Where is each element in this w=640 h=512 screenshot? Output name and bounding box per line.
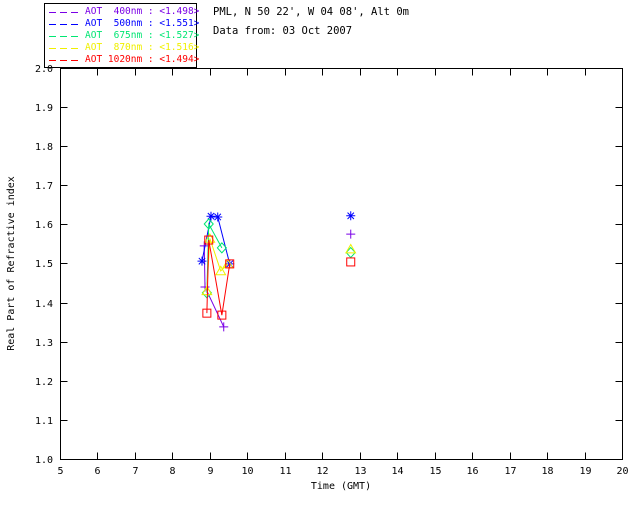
legend-entry-675nm: AOT 675nm : <1.527> [49, 30, 200, 42]
legend-entry-label: AOT 870nm : <1.516> [85, 42, 200, 53]
legend-line-sample-675nm [49, 35, 79, 37]
plot-frame [60, 68, 623, 460]
series-aot-1020nm [202, 235, 356, 320]
y-axis-title: Real Part of Refractive index [6, 176, 17, 351]
legend-line-sample-870nm [49, 47, 79, 49]
x-tick-label: 19 [579, 466, 591, 477]
x-tick-label: 9 [207, 466, 213, 477]
marker-plus [346, 229, 356, 239]
axes [60, 68, 623, 460]
marker-asterisk-diag [198, 257, 206, 265]
marker-diamond [203, 218, 214, 230]
marker-diamond [216, 242, 228, 254]
legend-entry-1020nm: AOT 1020nm : <1.494> [49, 54, 200, 66]
x-tick-label: 16 [466, 466, 478, 477]
y-tick-label: 1.3 [35, 338, 53, 349]
marker-square [217, 310, 227, 320]
marker-asterisk-diag [207, 212, 215, 220]
header-block: PML, N 50 22', W 04 08', Alt 0m Data fro… [213, 3, 409, 41]
y-tick-label: 1.0 [35, 455, 53, 466]
marker-triangle [345, 243, 357, 254]
x-tick-label: 10 [241, 466, 253, 477]
y-tick-label: 1.2 [35, 377, 53, 388]
legend-box: AOT 400nm : <1.498> AOT 500nm : <1.551> … [44, 3, 200, 68]
legend-entry-500nm: AOT 500nm : <1.551> [49, 18, 200, 30]
x-tick-labels: 5 6 7 8 9 10 11 12 13 14 15 16 17 18 19 20 [57, 466, 628, 477]
x-tick-label: 20 [616, 466, 628, 477]
marker-plus [219, 322, 229, 332]
legend-line-sample-1020nm [49, 59, 79, 61]
x-tick-label: 17 [504, 466, 516, 477]
x-tick-label: 5 [57, 466, 63, 477]
y-tick-label: 1.4 [35, 299, 53, 310]
marker-square [225, 259, 235, 269]
series-aot-675nm [201, 218, 356, 299]
marker-triangle [215, 265, 227, 276]
marker-square [204, 235, 214, 245]
y-tick-label: 1.6 [35, 220, 53, 231]
series-line-aot-1020nm [206, 239, 231, 316]
x-tick-label: 14 [391, 466, 403, 477]
y-tick-labels: 1.0 1.1 1.2 1.3 1.4 1.5 1.6 1.7 1.8 1.9 2.0 [35, 64, 53, 466]
marker-square [346, 257, 356, 267]
x-tick-label: 11 [279, 466, 291, 477]
legend-line-sample-500nm [49, 23, 79, 25]
x-tick-label: 18 [541, 466, 553, 477]
marker-square [202, 308, 212, 318]
legend-entry-label: AOT 500nm : <1.551> [85, 18, 200, 29]
x-tick-label: 8 [169, 466, 175, 477]
legend-line-sample-400nm [49, 11, 79, 13]
marker-asterisk-diag [214, 213, 222, 221]
x-tick-label: 6 [94, 466, 100, 477]
y-tick-label: 1.7 [35, 181, 53, 192]
legend-entry-400nm: AOT 400nm : <1.498> [49, 6, 200, 18]
x-tick-label: 15 [429, 466, 441, 477]
y-tick-label: 1.1 [35, 416, 53, 427]
y-tick-label: 1.9 [35, 103, 53, 114]
x-tick-label: 7 [132, 466, 138, 477]
station-info: PML, N 50 22', W 04 08', Alt 0m [213, 6, 409, 18]
marker-asterisk-diag [347, 212, 355, 220]
y-tick-label: 1.8 [35, 142, 53, 153]
legend-entry-label: AOT 675nm : <1.527> [85, 30, 200, 41]
legend-entry-label: AOT 1020nm : <1.494> [85, 54, 200, 65]
legend-entry-label: AOT 400nm : <1.498> [85, 6, 200, 17]
x-axis-title: Time (GMT) [311, 481, 371, 492]
x-tick-label: 13 [354, 466, 366, 477]
legend-entry-870nm: AOT 870nm : <1.516> [49, 42, 200, 54]
series-aot-500nm [197, 211, 356, 269]
series-aot-870nm [201, 232, 357, 296]
y-tick-label: 1.5 [35, 259, 53, 270]
y-tick-label: 2.0 [35, 64, 53, 75]
x-tick-label: 12 [316, 466, 328, 477]
data-date: Data from: 03 Oct 2007 [213, 25, 353, 37]
